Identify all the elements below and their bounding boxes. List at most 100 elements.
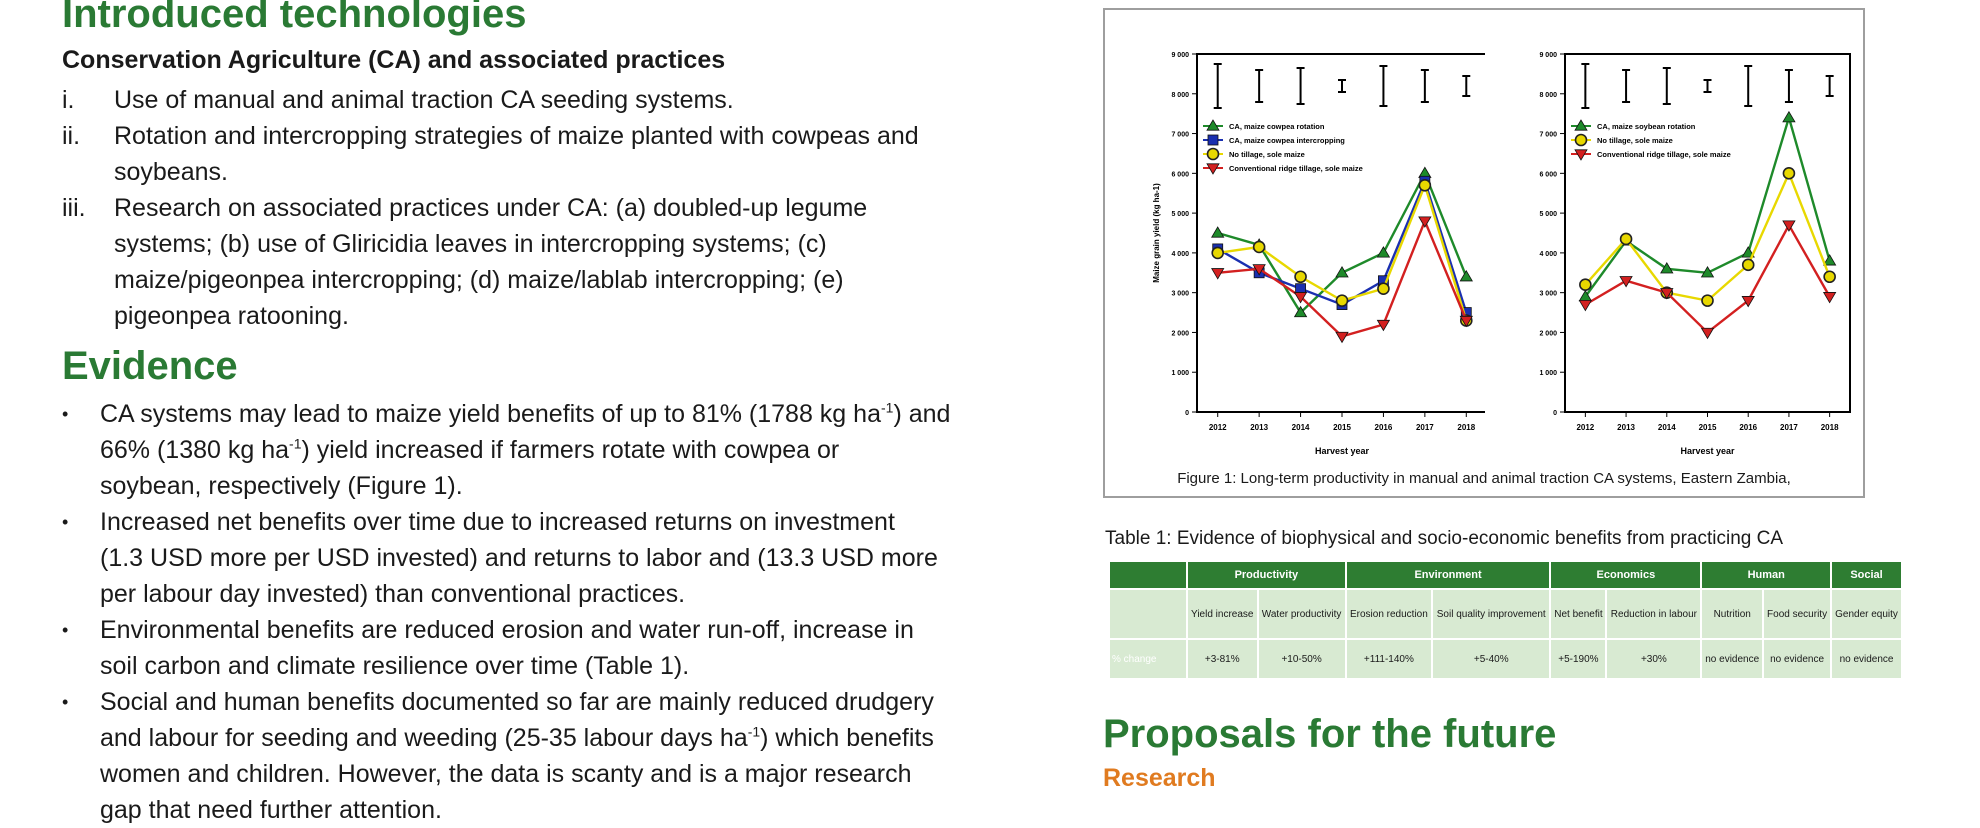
bullet-line: per labour day invested) than convention…: [100, 580, 686, 608]
table-subheader-row: Yield increase Water productivity Erosio…: [1108, 588, 1903, 640]
sub-gender-equity: Gender equity: [1830, 588, 1903, 640]
legend-label: CA, maize soybean rotation: [1597, 122, 1696, 131]
legend-label: Conventional ridge tillage, sole maize: [1597, 150, 1731, 159]
y-tick-label: 2 000: [1171, 330, 1189, 337]
sub-net-benefit: Net benefit: [1549, 588, 1608, 640]
data-point: [1741, 296, 1755, 308]
data-point: [1782, 220, 1796, 232]
bullet-line: gap that need further attention.: [100, 796, 442, 824]
x-tick-label: 2013: [1250, 423, 1268, 432]
data-point: [1822, 292, 1837, 304]
val-net-benefit: +5-190%: [1549, 638, 1608, 680]
y-tick-label: 5 000: [1171, 211, 1189, 218]
group-environment: Environment: [1344, 560, 1552, 590]
chart-right: 0 1 000 2 000 3 000 4 000 5 000 6 000 7 000 8 00…: [1539, 52, 1851, 456]
data-point: [1376, 246, 1391, 258]
data-point: [1574, 133, 1588, 147]
val-yield-increase: +3-81%: [1186, 638, 1259, 680]
data-point: [1293, 305, 1308, 318]
data-point: [1741, 258, 1755, 272]
x-tick-label: 2015: [1699, 423, 1717, 432]
sub-food-security: Food security: [1762, 588, 1833, 640]
legend-label: CA, maize cowpea intercropping: [1229, 136, 1345, 145]
data-point: [1418, 216, 1432, 228]
y-axis-label: Maize grain yield (kg ha-1): [1152, 183, 1161, 283]
bullet-line: CA systems may lead to maize yield benef…: [100, 399, 951, 428]
bullet-line: Increased net benefits over time due to …: [100, 508, 895, 536]
x-tick-label: 2018: [1821, 423, 1839, 432]
data-point: [1459, 269, 1473, 282]
data-point: [1741, 246, 1755, 258]
y-tick-label: 3 000: [1539, 291, 1557, 298]
y-tick-label: 4 000: [1171, 251, 1189, 258]
val-soil-quality: +5-40%: [1431, 638, 1552, 680]
bullet-line: Environmental benefits are reduced erosi…: [100, 616, 914, 644]
x-tick-label: 2016: [1375, 423, 1393, 432]
x-tick-label: 2016: [1739, 423, 1757, 432]
benefits-table: Productivity Environment Economics Human…: [1108, 560, 1903, 680]
x-tick-label: 2017: [1416, 423, 1434, 432]
sub-yield-increase: Yield increase: [1186, 588, 1259, 640]
data-point: [1782, 167, 1796, 180]
group-economics: Economics: [1549, 560, 1703, 590]
y-tick-label: 9 000: [1539, 52, 1557, 59]
group-productivity: Productivity: [1186, 560, 1347, 590]
bullet-icon: •: [62, 620, 69, 640]
data-point: [1574, 119, 1588, 131]
bullet-line: (1.3 USD more per USD invested) and retu…: [100, 544, 938, 572]
list-item-number: iii.: [62, 194, 86, 222]
list-item-line: systems; (b) use of Gliricidia leaves in…: [114, 230, 827, 258]
data-point: [1206, 163, 1220, 175]
list-item-line: Use of manual and animal traction CA see…: [114, 86, 734, 114]
bullet-item: • CA systems may lead to maize yield bene…: [62, 396, 1052, 504]
list-item: iii. Research on associated practices und…: [62, 190, 1042, 334]
data-point: [1377, 282, 1390, 295]
y-tick-label: 4 000: [1539, 251, 1557, 258]
x-tick-label: 2012: [1209, 423, 1227, 432]
data-point: [1578, 299, 1593, 312]
y-tick-label: 6 000: [1539, 171, 1557, 178]
data-point: [1206, 147, 1220, 161]
list-item-line: maize/pigeonpea intercropping; (d) maize…: [114, 266, 844, 294]
sub-reduction-labour: Reduction in labour: [1605, 588, 1703, 640]
figure-box: 0 1 000 2 000 3 000 4 000 5 000 6 000 7 000 8 00…: [1103, 8, 1865, 498]
y-tick-label: 1 000: [1171, 370, 1189, 377]
row-label-change: % change: [1108, 638, 1188, 680]
data-point: [1206, 119, 1220, 131]
data-point: [1459, 315, 1473, 328]
y-tick-label: 8 000: [1539, 92, 1557, 99]
sub-erosion-reduction: Erosion reduction: [1344, 588, 1434, 640]
val-nutrition: no evidence: [1700, 638, 1765, 680]
bullet-item: • Increased net benefits over time due to…: [62, 504, 1052, 612]
list-item-line: Research on associated practices under C…: [114, 194, 868, 222]
numbered-list: i. Use of manual and animal traction CA s…: [62, 82, 1042, 334]
data-point: [1574, 149, 1588, 161]
data-point: [1335, 265, 1349, 278]
x-tick-label: 2013: [1617, 423, 1635, 432]
y-tick-label: 2 000: [1539, 330, 1557, 337]
x-axis-label: Harvest year: [1315, 446, 1370, 456]
data-point: [1207, 134, 1219, 146]
legend-label: No tillage, sole maize: [1229, 150, 1305, 159]
val-erosion-reduction: +111-140%: [1344, 638, 1434, 680]
sub-nutrition: Nutrition: [1700, 588, 1765, 640]
x-tick-label: 2015: [1333, 423, 1351, 432]
y-tick-label: 9 000: [1171, 52, 1189, 59]
data-point: [1252, 264, 1266, 276]
list-item-line: pigeonpea ratooning.: [114, 302, 349, 330]
data-point: [1700, 327, 1715, 340]
section-title-proposals: Proposals for the future: [1103, 712, 1557, 756]
bullet-line: women and children. However, the data is…: [100, 760, 912, 788]
y-tick-label: 5 000: [1539, 211, 1557, 218]
legend-label: CA, maize cowpea rotation: [1229, 122, 1325, 131]
x-tick-label: 2014: [1658, 423, 1676, 432]
data-point: [1660, 288, 1674, 300]
x-tick-label: 2017: [1780, 423, 1798, 432]
list-item-line: soybeans.: [114, 158, 228, 186]
bullet-list: • CA systems may lead to maize yield bene…: [62, 396, 1052, 828]
legend-label: Conventional ridge tillage, sole maize: [1229, 164, 1363, 173]
data-point: [1782, 110, 1796, 123]
data-point: [1701, 294, 1714, 307]
bullet-line: and labour for seeding and weeding (25-3…: [100, 723, 934, 752]
bullet-line: soil carbon and climate resilience over …: [100, 652, 690, 680]
